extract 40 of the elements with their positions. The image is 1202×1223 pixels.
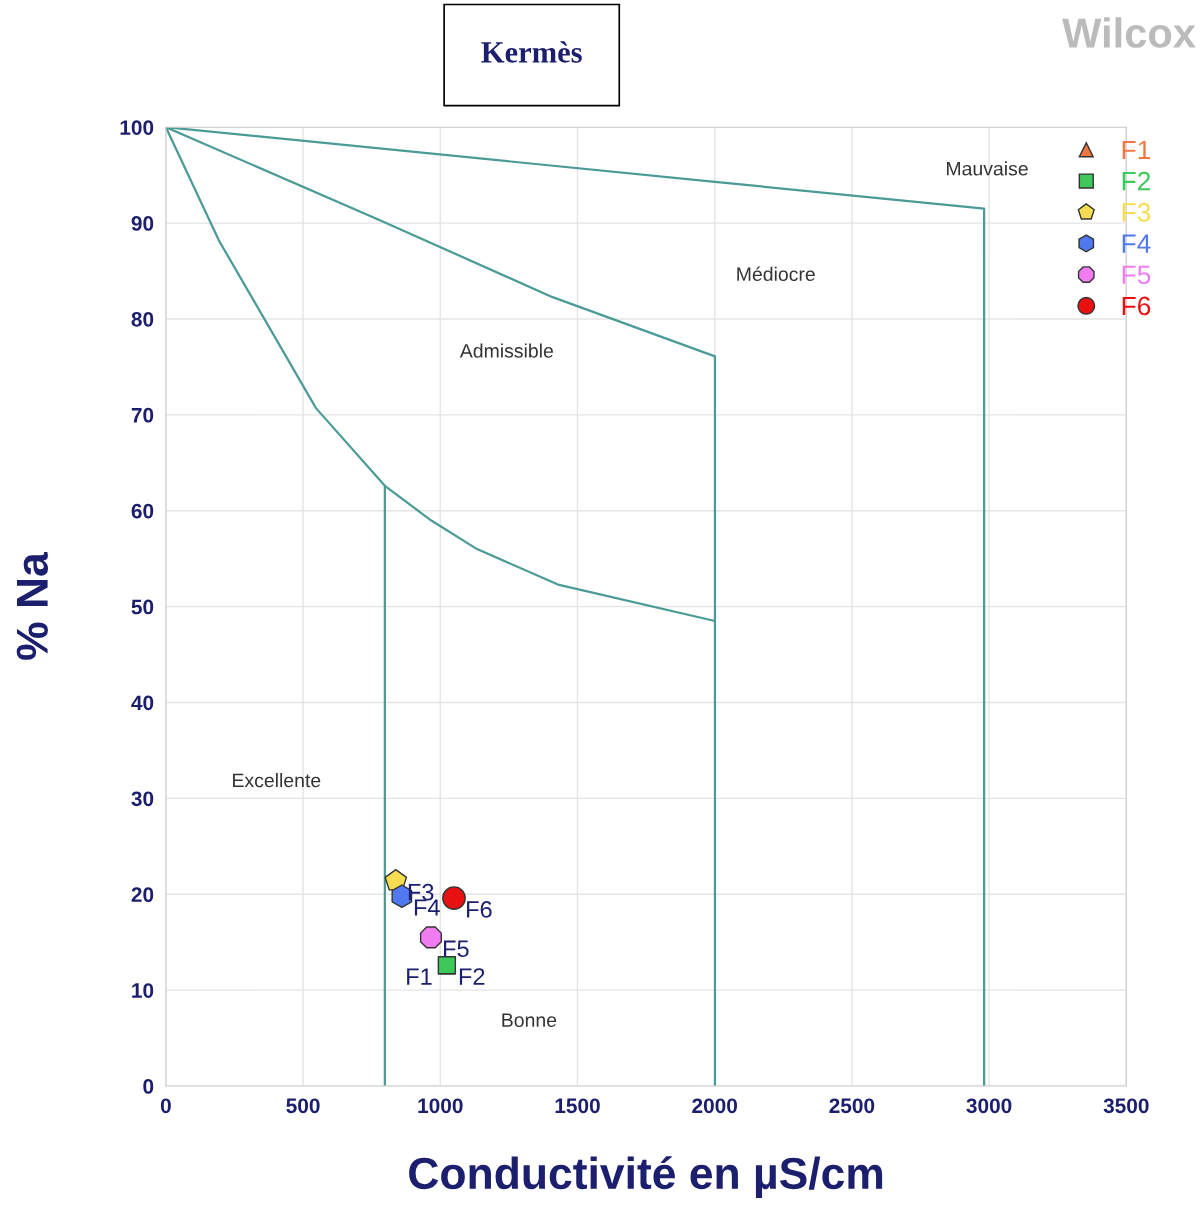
y-tick-label: 20 <box>131 887 154 903</box>
annotation: Médiocre <box>737 266 815 282</box>
chart-subtitle: Wilcox <box>1062 17 1196 48</box>
legend-label: F2 <box>1122 171 1151 191</box>
y-tick-label: 50 <box>131 599 154 615</box>
legend-label: F3 <box>1122 203 1151 222</box>
text: F6 <box>467 901 492 918</box>
legend-label: F1 <box>1122 140 1151 160</box>
y-tick-label: 0 <box>143 1079 154 1094</box>
chart-title: Kermès <box>481 41 582 63</box>
annotation: Bonne <box>502 1013 557 1027</box>
x-tick-label: 3500 <box>1103 1098 1149 1114</box>
y-tick-label: 40 <box>131 695 154 711</box>
text: F5 <box>443 940 469 958</box>
x-axis-title: Conductivité en µS/cm <box>409 1156 883 1198</box>
y-tick-label: 30 <box>131 791 154 807</box>
y-tick-label: 70 <box>131 407 154 423</box>
legend-label: F5 <box>1122 265 1151 285</box>
text: F4 <box>414 899 440 916</box>
y-axis-title: % Na <box>16 551 49 660</box>
x-tick-label: 1500 <box>555 1098 600 1114</box>
y-tick-label: 90 <box>131 216 154 231</box>
x-tick-label: 2500 <box>829 1098 875 1114</box>
text: F3 <box>408 883 434 901</box>
annotation: Excellente <box>233 773 321 788</box>
y-tick-label: 10 <box>132 983 154 998</box>
x-tick-label: 500 <box>286 1098 320 1114</box>
legend-label: F6 <box>1122 296 1151 316</box>
y-tick-label: 100 <box>120 120 154 135</box>
annotation: Admissible <box>459 343 553 358</box>
text: F2 <box>459 968 485 985</box>
x-tick-label: 3000 <box>966 1098 1012 1114</box>
x-tick-label: 2000 <box>692 1098 737 1114</box>
y-tick-label: 60 <box>131 503 154 519</box>
text: F1 <box>407 968 432 985</box>
x-tick-label: 0 <box>160 1098 171 1114</box>
y-tick-label: 80 <box>131 311 154 327</box>
legend-label: F4 <box>1122 234 1151 253</box>
annotation: Mauvaise <box>947 161 1028 176</box>
x-tick-label: 1000 <box>418 1098 463 1114</box>
